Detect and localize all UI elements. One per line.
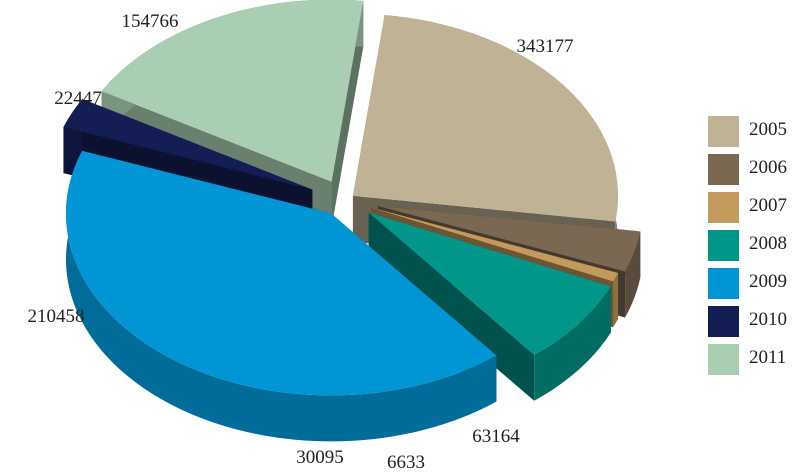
legend-label-2010: 2010 bbox=[749, 309, 787, 330]
legend-label-2007: 2007 bbox=[749, 195, 787, 216]
legend-item-2007: 2007 bbox=[708, 189, 796, 227]
legend-label-2011: 2011 bbox=[749, 347, 787, 368]
slice-rim-2007 bbox=[612, 272, 619, 328]
slice-2006 bbox=[377, 205, 641, 272]
legend-item-2008: 2008 bbox=[708, 227, 796, 265]
slice-rim-2009 bbox=[65, 150, 497, 442]
legend-swatch-2011 bbox=[708, 344, 739, 375]
legend-label-2005: 2005 bbox=[749, 119, 787, 140]
slice-2008 bbox=[368, 212, 611, 355]
data-label-2011: 154766 bbox=[122, 11, 179, 32]
legend-swatch-2010 bbox=[708, 306, 739, 337]
legend-item-2009: 2009 bbox=[708, 265, 796, 303]
legend-swatch-2006 bbox=[708, 154, 739, 185]
slice-wall-2011-end bbox=[331, 0, 364, 228]
data-label-2010: 22447 bbox=[54, 88, 102, 109]
legend-label-2006: 2006 bbox=[749, 157, 787, 178]
slice-2005 bbox=[352, 15, 618, 222]
legend: 2005 2006 2007 2008 2009 2010 2011 bbox=[708, 113, 796, 379]
legend-item-2006: 2006 bbox=[708, 151, 796, 189]
slice-2011 bbox=[101, 0, 364, 182]
slice-rim-2008 bbox=[534, 286, 611, 401]
data-label-2008: 63164 bbox=[472, 426, 520, 447]
legend-item-2011: 2011 bbox=[708, 341, 796, 379]
legend-item-2010: 2010 bbox=[708, 303, 796, 341]
legend-label-2008: 2008 bbox=[749, 233, 787, 254]
data-label-2009: 343177 bbox=[517, 36, 574, 57]
legend-swatch-2009 bbox=[708, 268, 739, 299]
legend-item-2005: 2005 bbox=[708, 113, 796, 151]
legend-swatch-2007 bbox=[708, 192, 739, 223]
slice-2007 bbox=[370, 207, 619, 282]
legend-label-2009: 2009 bbox=[749, 271, 787, 292]
slice-2010 bbox=[63, 99, 313, 190]
data-label-2006: 30095 bbox=[296, 447, 344, 468]
data-label-2005: 210458 bbox=[28, 306, 85, 327]
legend-swatch-2008 bbox=[708, 230, 739, 261]
slice-rim-2006 bbox=[625, 231, 641, 318]
data-label-2007: 6633 bbox=[387, 452, 425, 472]
legend-swatch-2005 bbox=[708, 116, 739, 147]
slice-2009 bbox=[65, 150, 497, 396]
